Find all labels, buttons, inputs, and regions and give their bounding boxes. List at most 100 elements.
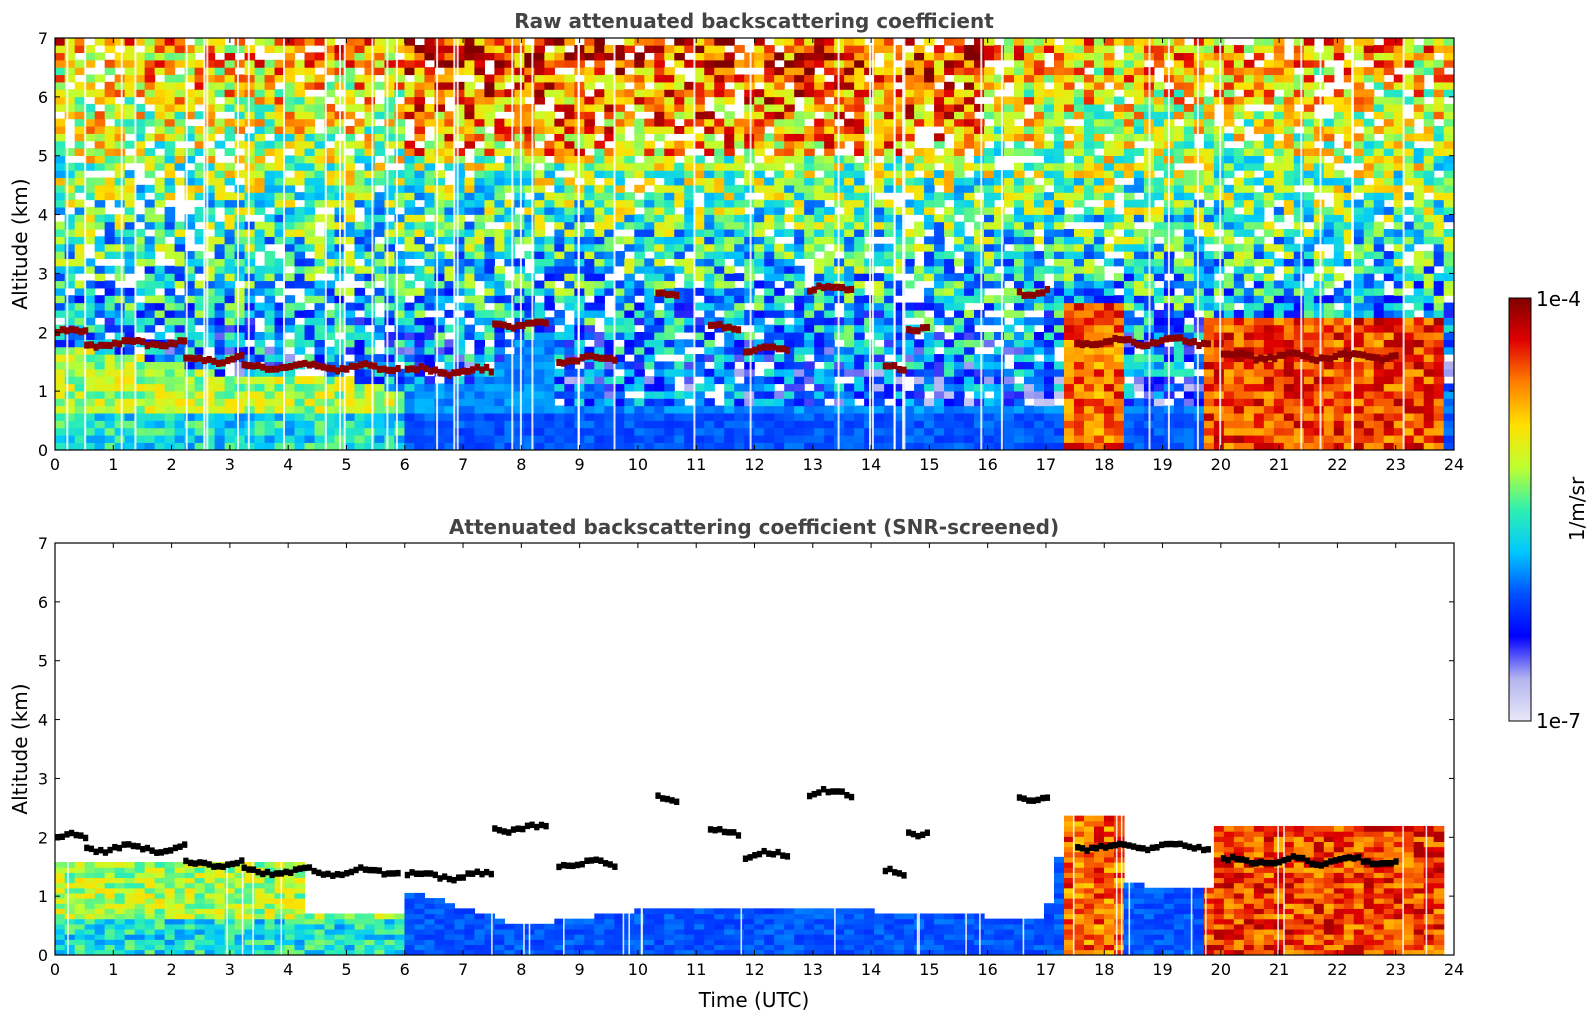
heatmap-cell (434, 148, 446, 157)
heatmap-cell (414, 162, 426, 171)
heatmap-cell (1014, 192, 1025, 201)
heatmap-cell (284, 125, 296, 134)
heatmap-cell (564, 412, 575, 421)
heatmap-cell (764, 192, 775, 201)
heatmap-cell (154, 317, 166, 326)
heatmap-cell (744, 221, 755, 230)
heatmap-cell (194, 346, 206, 355)
heatmap-cell (1053, 309, 1065, 318)
heatmap-cell (904, 103, 915, 112)
heatmap-cell (804, 251, 815, 260)
heatmap-cell (1043, 243, 1055, 252)
heatmap-cell (214, 420, 226, 429)
heatmap-cell (884, 214, 895, 223)
heatmap-cell (774, 38, 785, 46)
heatmap-cell (974, 52, 985, 61)
heatmap-cell (744, 103, 755, 112)
heatmap-cell (55, 243, 66, 252)
heatmap-cell (704, 214, 715, 223)
heatmap-cell (824, 67, 835, 76)
heatmap-cell (634, 383, 645, 392)
heatmap-cell (734, 228, 745, 237)
heatmap-cell (504, 125, 515, 134)
heatmap-cell (184, 59, 196, 68)
heatmap-cell (124, 243, 136, 252)
heatmap-cell (214, 295, 226, 304)
heatmap-cell (724, 148, 735, 157)
heatmap-cell (224, 405, 236, 414)
heatmap-cell (324, 45, 336, 54)
heatmap-cell (314, 38, 326, 46)
heatmap-cell (464, 125, 475, 134)
heatmap-cell (914, 427, 925, 436)
heatmap-cell (694, 331, 705, 340)
heatmap-cell (1014, 309, 1025, 318)
heatmap-cell (784, 354, 795, 363)
heatmap-cell (604, 405, 615, 414)
heatmap-cell (264, 265, 276, 274)
heatmap-cell (604, 74, 615, 83)
heatmap-cell (974, 221, 985, 230)
heatmap-cell (214, 118, 226, 127)
heatmap-cell (544, 177, 555, 186)
heatmap-cell (694, 398, 705, 407)
heatmap-cell (454, 331, 465, 340)
heatmap-cell (124, 184, 136, 193)
heatmap-cell (814, 324, 825, 333)
heatmap-cell (654, 346, 665, 355)
heatmap-cell (644, 390, 655, 399)
heatmap-cell (224, 383, 236, 392)
heatmap-cell (964, 184, 975, 193)
heatmap-cell (204, 383, 216, 392)
heatmap-cell (794, 148, 805, 157)
heatmap-cell (1004, 184, 1015, 193)
heatmap-cell (654, 295, 665, 304)
heatmap-cell (924, 89, 935, 98)
heatmap-cell (684, 192, 695, 201)
heatmap-cell (534, 155, 545, 164)
heatmap-cell (464, 405, 475, 414)
heatmap-cell (604, 133, 615, 142)
heatmap-cell (114, 368, 126, 377)
heatmap-cell (884, 346, 895, 355)
heatmap-cell (954, 228, 965, 237)
heatmap-cell (1034, 111, 1045, 120)
heatmap-cell (974, 38, 985, 46)
heatmap-cell (444, 376, 456, 385)
heatmap-cell (814, 346, 825, 355)
heatmap-cell (454, 67, 465, 76)
heatmap-cell (174, 427, 186, 436)
heatmap-cell (224, 45, 236, 54)
heatmap-cell (734, 317, 745, 326)
heatmap-cell (154, 81, 166, 90)
heatmap-cell (824, 287, 835, 296)
heatmap-cell (104, 442, 116, 450)
heatmap-cell (814, 236, 825, 245)
heatmap-cell (124, 398, 136, 407)
heatmap-cell (174, 361, 186, 370)
heatmap-cell (874, 206, 885, 215)
heatmap-cell (1014, 265, 1025, 274)
heatmap-cell (854, 192, 865, 201)
heatmap-cell (764, 184, 775, 193)
heatmap-cell (84, 376, 96, 385)
heatmap-cell (84, 206, 96, 215)
heatmap-cell (254, 236, 266, 245)
heatmap-cell (634, 287, 645, 296)
heatmap-cell (784, 38, 795, 46)
heatmap-cell (254, 199, 266, 208)
heatmap-cell (614, 81, 625, 90)
heatmap-cell (1024, 133, 1035, 142)
heatmap-cell (504, 420, 515, 429)
heatmap-cell (484, 331, 495, 340)
heatmap-cell (544, 368, 555, 377)
heatmap-cell (354, 184, 366, 193)
heatmap-cell (944, 398, 955, 407)
heatmap-cell (954, 243, 965, 252)
heatmap-cell (354, 228, 366, 237)
heatmap-cell (694, 81, 705, 90)
heatmap-cell (984, 412, 995, 421)
heatmap-cell (964, 133, 975, 142)
heatmap-cell (734, 434, 745, 443)
heatmap-cell (974, 420, 985, 429)
